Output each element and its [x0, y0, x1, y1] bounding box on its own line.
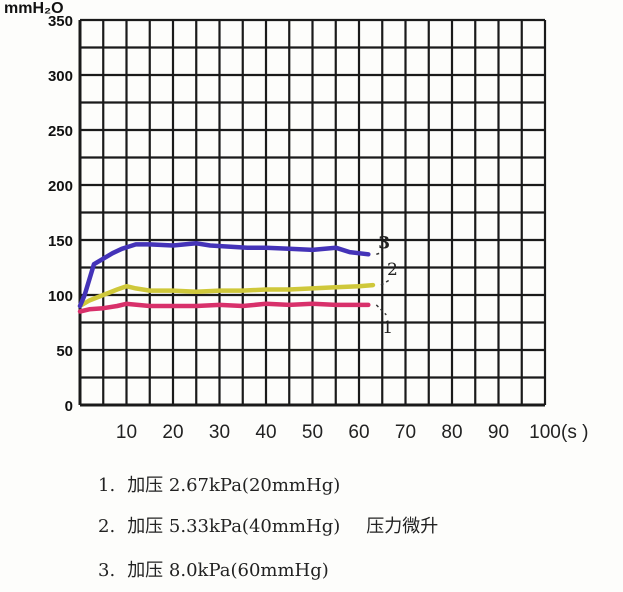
- series-label-connector-3: [376, 251, 383, 256]
- x-tick-label: 40: [255, 422, 276, 443]
- y-tick-label: 300: [48, 68, 73, 85]
- y-tick-label: 350: [48, 13, 73, 30]
- series-line-2: [77, 282, 376, 309]
- legend-item-3-number: 3.: [98, 560, 116, 581]
- series-line-3: [77, 241, 371, 309]
- x-tick-label: 100: [529, 422, 561, 443]
- y-tick-label: 100: [48, 288, 73, 305]
- x-tick-label: 60: [348, 422, 369, 443]
- legend-item-1-number: 1.: [98, 475, 116, 496]
- series-label-connector-1: [375, 304, 387, 316]
- series-label-3: 3: [378, 233, 390, 253]
- y-tick-label: 200: [48, 178, 73, 195]
- legend-item-2-note: 压力微升: [366, 516, 439, 537]
- y-tick-label: 0: [65, 398, 73, 415]
- legend-item-2-text: 加压 5.33kPa(40mmHg): [127, 516, 341, 537]
- x-tick-label: 90: [488, 422, 509, 443]
- legend-item-1-text: 加压 2.67kPa(20mmHg): [127, 475, 341, 496]
- x-tick-label: 10: [116, 422, 137, 443]
- legend-item-2-number: 2.: [98, 516, 116, 537]
- series-line-1: [77, 301, 371, 314]
- series-label-connector-2: [380, 278, 392, 286]
- y-axis-title: mmH₂O: [4, 0, 64, 17]
- y-tick-label: 50: [56, 343, 73, 360]
- x-axis-unit: (s ): [561, 422, 588, 443]
- x-tick-label: 30: [209, 422, 230, 443]
- x-tick-label: 20: [162, 422, 183, 443]
- x-tick-label: 70: [395, 422, 416, 443]
- y-tick-label: 150: [48, 233, 73, 250]
- legend-item-2: 2. 加压 5.33kPa(40mmHg) 压力微升: [98, 512, 438, 538]
- legend-item-3-text: 加压 8.0kPa(60mmHg): [127, 560, 329, 581]
- series-label-1: 1: [382, 318, 393, 338]
- legend-item-1: 1. 加压 2.67kPa(20mmHg): [98, 471, 340, 497]
- legend-item-3: 3. 加压 8.0kPa(60mmHg): [98, 556, 329, 582]
- x-tick-label: 80: [441, 422, 462, 443]
- series-label-2: 2: [387, 260, 398, 280]
- line-chart: 0 50 100 150 200 250 300 350 10 20 30 40 50 60 70 80 90 1…: [48, 13, 588, 443]
- y-tick-label: 250: [48, 123, 73, 140]
- x-tick-label: 50: [302, 422, 323, 443]
